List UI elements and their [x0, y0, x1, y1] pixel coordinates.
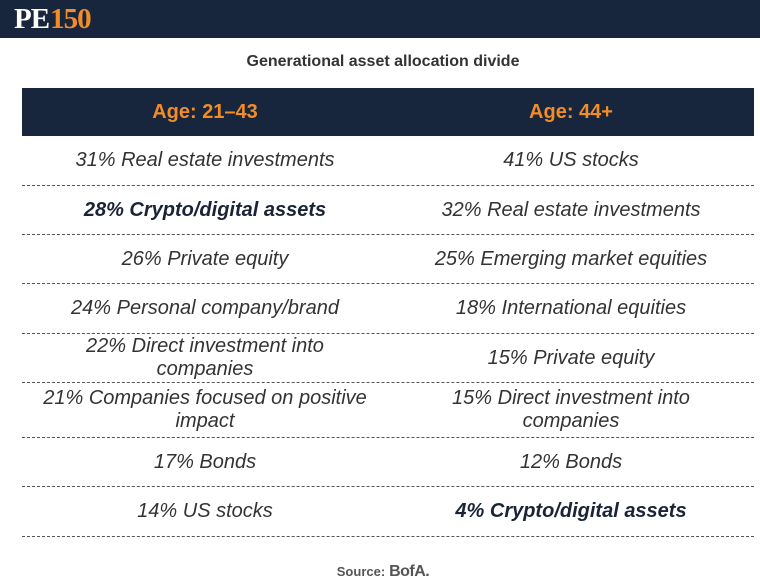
- table-title: Generational asset allocation divide: [246, 53, 520, 70]
- cell-older: 12% Bonds: [519, 450, 623, 473]
- cell-older: 15% Private equity: [487, 346, 655, 369]
- top-bar: PE150: [0, 0, 760, 38]
- source-note: Source: BofA.: [0, 560, 760, 583]
- source-label: Source:: [336, 564, 386, 579]
- cell-young-highlight: 28% Crypto/digital assets: [83, 198, 327, 221]
- column-header-young: Age: 21–43: [152, 101, 258, 123]
- cell-older: 25% Emerging market equities: [434, 247, 708, 270]
- logo-pe-text: PE: [14, 3, 50, 35]
- cell-young: 21% Companies focused on positive impact: [43, 387, 367, 432]
- cell-young: 22% Direct investment into companies: [86, 335, 324, 380]
- cell-young: 31% Real estate investments: [75, 149, 335, 171]
- table-row: 21% Companies focused on positive impact…: [22, 383, 754, 438]
- table-row: 31% Real estate investments 41% US stock…: [22, 136, 754, 186]
- table-row: 28% Crypto/digital assets 32% Real estat…: [22, 186, 754, 235]
- cell-young: 17% Bonds: [153, 450, 257, 473]
- table-row: 14% US stocks 4% Crypto/digital assets: [22, 487, 754, 537]
- table-row: 26% Private equity 25% Emerging market e…: [22, 235, 754, 284]
- cell-young: 14% US stocks: [137, 500, 273, 522]
- table-row: 22% Direct investment into companies 15%…: [22, 334, 754, 383]
- allocation-table: Age: 21–43 Age: 44+ 31% Real estate inve…: [22, 88, 754, 537]
- logo-number-text: 150: [50, 3, 91, 35]
- cell-young: 24% Personal company/brand: [71, 297, 339, 319]
- cell-young: 26% Private equity: [121, 247, 289, 270]
- cell-older: 18% International equities: [455, 297, 687, 319]
- column-header-older: Age: 44+: [529, 101, 613, 123]
- table-row: 24% Personal company/brand 18% Internati…: [22, 284, 754, 334]
- cell-older: 32% Real estate investments: [441, 198, 701, 221]
- source-brand: BofA.: [389, 563, 430, 580]
- pe150-logo[interactable]: PE150: [14, 3, 92, 35]
- table-row: 17% Bonds 12% Bonds: [22, 438, 754, 487]
- table-header: Age: 21–43 Age: 44+: [22, 88, 754, 136]
- cell-older: 41% US stocks: [503, 149, 639, 171]
- cell-older: 15% Direct investment into companies: [452, 387, 690, 432]
- cell-older-highlight: 4% Crypto/digital assets: [455, 500, 687, 522]
